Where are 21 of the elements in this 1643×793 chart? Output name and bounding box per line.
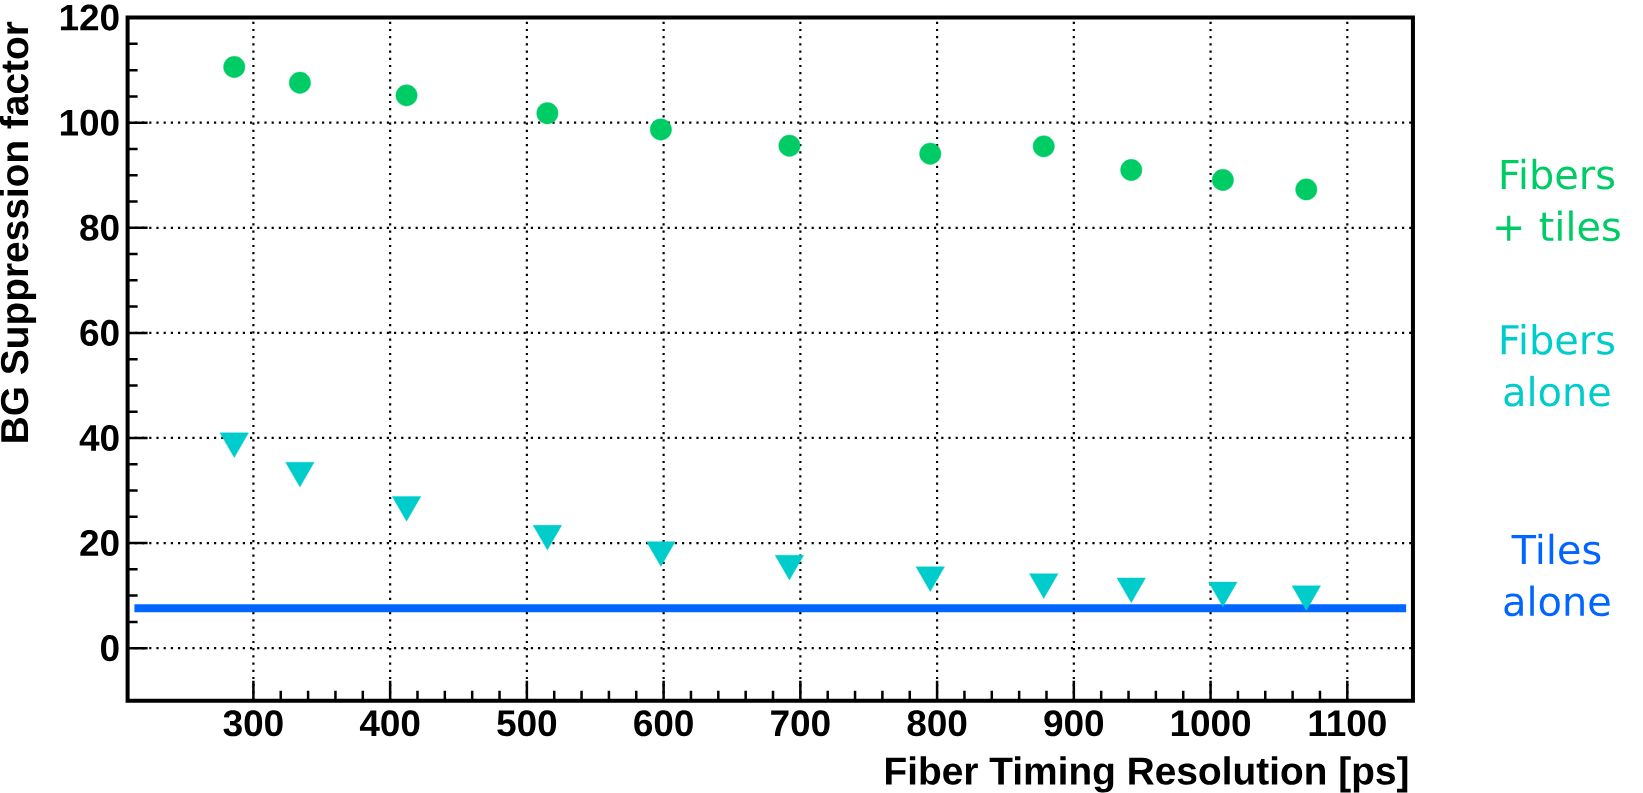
x-tick-label: 500: [497, 710, 557, 737]
x-tick-label: 1100: [1309, 710, 1386, 737]
text: Fibers + tiles: [1496, 158, 1620, 242]
y-tick-label: 80: [80, 214, 119, 241]
x-axis-title: Fiber Timing Resolution [ps]: [886, 756, 1408, 793]
y-tick-label: 60: [80, 319, 119, 346]
x-tick-label: 700: [771, 710, 830, 737]
text: Tiles alone: [1504, 533, 1610, 617]
x-tick-label: 300: [223, 710, 283, 737]
y-tick-label: 0: [101, 635, 119, 662]
x-tick-label: 400: [359, 710, 420, 737]
y-axis-title: BG Suppression factor: [0, 21, 37, 442]
y-tick-label: 120: [60, 4, 119, 31]
x-tick-label: 800: [907, 710, 967, 737]
text: Fibers alone: [1501, 323, 1614, 407]
x-tick-label: 900: [1044, 710, 1104, 737]
x-tick-label: 1000: [1171, 710, 1251, 737]
x-tick-label: 600: [634, 710, 693, 737]
y-tick-label: 40: [79, 424, 119, 452]
y-tick-label: 100: [60, 109, 119, 136]
y-tick-label: 20: [80, 530, 119, 557]
